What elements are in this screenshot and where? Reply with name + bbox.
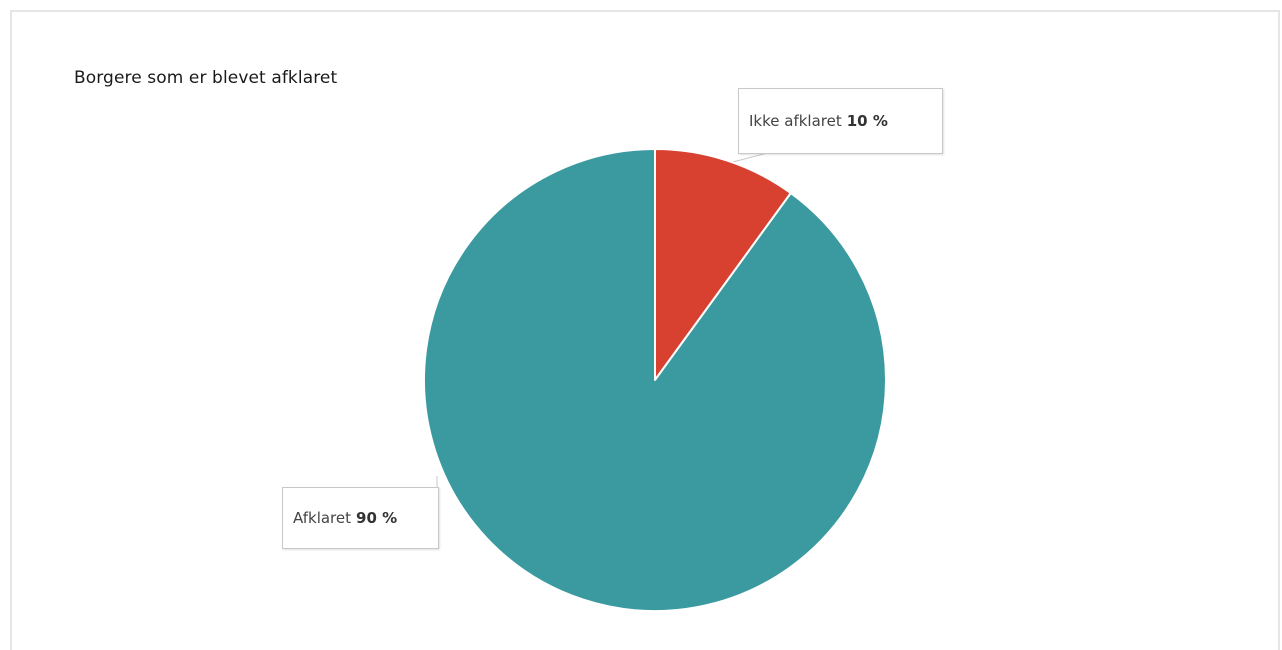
callout-afklaret: Afklaret 90 % xyxy=(282,487,439,549)
chart-title: Borgere som er blevet afklaret xyxy=(74,68,338,88)
pie-slices xyxy=(423,148,887,612)
callout-value: 90 % xyxy=(356,509,398,527)
callout-value: 10 % xyxy=(846,112,888,130)
callout-label: Afklaret xyxy=(293,509,352,527)
callout-label: Ikke afklaret xyxy=(749,112,842,130)
pie-slice-ikke-afklaret xyxy=(654,148,792,381)
pie-slice-afklaret xyxy=(423,148,887,612)
callout-ikke-afklaret: Ikke afklaret 10 % xyxy=(738,88,943,154)
